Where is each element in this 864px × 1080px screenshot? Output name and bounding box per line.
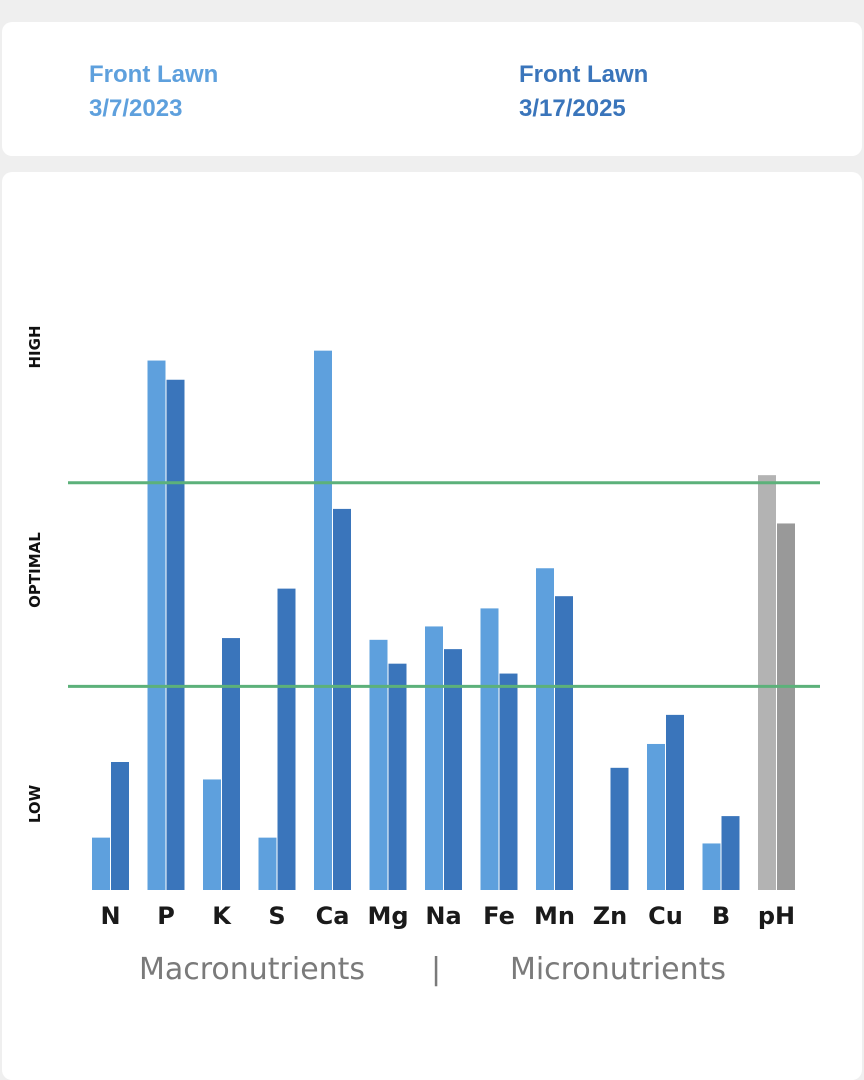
bar-s-series-2[interactable] [277, 588, 296, 890]
x-tick-na: Na [425, 902, 461, 930]
bar-fe-series-2[interactable] [499, 673, 518, 890]
bar-fe-series-1[interactable] [480, 608, 499, 890]
bar-p-series-2[interactable] [166, 379, 185, 890]
bar-mg-series-2[interactable] [388, 663, 407, 890]
legend-location-2025: Front Lawn [519, 61, 649, 88]
bar-zn-series-2[interactable] [610, 767, 629, 890]
x-tick-zn: Zn [593, 902, 628, 930]
group-label-macronutrients: Macronutrients [139, 952, 365, 987]
legend-entry-2023[interactable]: Front Lawn 3/7/2023 [89, 58, 218, 126]
bars-layer [92, 350, 795, 890]
bar-n-series-1[interactable] [92, 837, 110, 890]
bar-na-series-1[interactable] [425, 626, 443, 890]
bar-mn-series-2[interactable] [555, 596, 573, 890]
y-level-high: HIGH [26, 325, 44, 368]
legend-card: Front Lawn 3/7/2023 Front Lawn 3/17/2025 [2, 22, 862, 156]
legend-date-2025: 3/17/2025 [519, 95, 626, 122]
x-tick-p: P [157, 902, 175, 930]
bar-k-series-2[interactable] [222, 638, 240, 890]
group-label-micronutrients: Micronutrients [510, 952, 726, 987]
x-tick-s: S [268, 902, 285, 930]
x-tick-fe: Fe [483, 902, 515, 930]
bar-n-series-2[interactable] [111, 762, 129, 890]
bar-s-series-1[interactable] [258, 837, 277, 890]
bar-ph-series-1[interactable] [758, 475, 776, 890]
bar-na-series-2[interactable] [444, 649, 462, 890]
bar-p-series-1[interactable] [147, 360, 166, 890]
bar-b-series-1[interactable] [702, 843, 721, 890]
x-tick-k: K [212, 902, 232, 930]
x-tick-ph: pH [758, 902, 795, 930]
x-tick-cu: Cu [648, 902, 683, 930]
x-tick-b: B [712, 902, 730, 930]
y-level-optimal: OPTIMAL [26, 532, 44, 608]
bar-b-series-2[interactable] [721, 816, 740, 890]
bar-ca-series-2[interactable] [333, 508, 351, 890]
bar-ph-series-2[interactable] [777, 523, 795, 890]
bar-ca-series-1[interactable] [314, 350, 332, 890]
optimal-range-lines [68, 481, 820, 688]
x-tick-ca: Ca [316, 902, 350, 930]
legend-date-2023: 3/7/2023 [89, 95, 183, 122]
bar-k-series-1[interactable] [203, 779, 221, 890]
bar-cu-series-2[interactable] [666, 714, 684, 890]
bar-mn-series-1[interactable] [536, 568, 554, 890]
legend-entry-2025[interactable]: Front Lawn 3/17/2025 [519, 58, 648, 126]
y-level-low: LOW [26, 784, 44, 823]
bar-mg-series-1[interactable] [369, 639, 388, 890]
x-tick-n: N [100, 902, 120, 930]
x-tick-mg: Mg [367, 902, 408, 930]
group-labels: Macronutrients | Micronutrients [139, 952, 726, 987]
group-separator: | [431, 952, 441, 987]
y-level-labels: LOW OPTIMAL HIGH [26, 325, 44, 823]
legend-location-2023: Front Lawn [89, 61, 219, 88]
bar-cu-series-1[interactable] [647, 743, 665, 890]
x-tick-mn: Mn [534, 902, 575, 930]
